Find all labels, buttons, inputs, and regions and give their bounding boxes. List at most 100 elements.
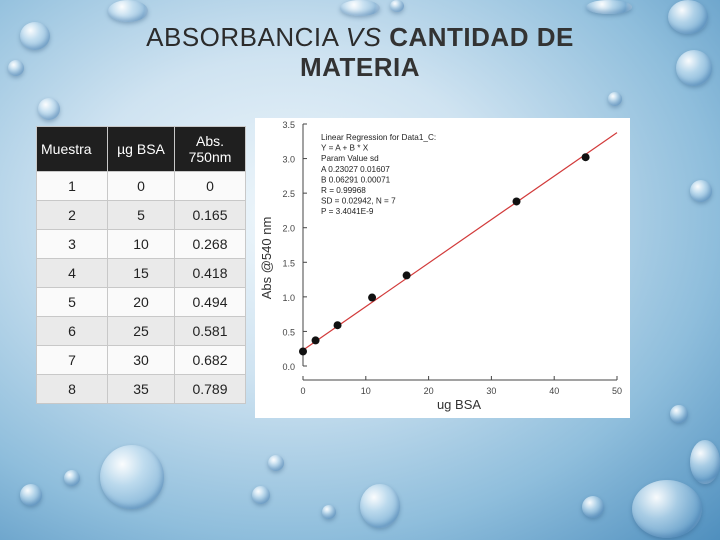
y-axis-label: Abs @540 nm: [259, 217, 274, 300]
annotation-line: R = 0.99968: [321, 186, 366, 195]
water-drop-decoration: [322, 505, 336, 519]
data-point: [402, 271, 411, 280]
data-point: [512, 197, 521, 206]
water-drop-decoration: [632, 480, 702, 538]
x-tick-label: 30: [486, 386, 496, 396]
title-part-cantidad: CANTIDAD DE MATERIA: [299, 22, 574, 82]
y-tick-label: 1.5: [282, 258, 295, 268]
cell-abs: 0.268: [174, 229, 246, 259]
header-abs: Abs. 750nm: [174, 126, 246, 172]
water-drop-decoration: [608, 92, 622, 106]
y-tick-label: 3.5: [282, 120, 295, 130]
title-part-absorbancia: ABSORBANCIA: [146, 22, 339, 52]
annotation-line: B 0.06291 0.00071: [321, 175, 391, 184]
x-tick-label: 50: [612, 386, 622, 396]
cell-abs: 0: [174, 171, 246, 201]
table-row: 3 10 0.268: [36, 229, 246, 259]
x-tick-label: 0: [300, 386, 305, 396]
header-ug-bsa: µg BSA: [107, 126, 175, 172]
regression-chart: 0.0 0.5 1.0 1.5 2.0 2.5 3.0 3.5 0 10 20 30 40 50 Line…: [255, 118, 630, 418]
water-drop-decoration: [340, 0, 380, 16]
water-drop-decoration: [268, 455, 284, 471]
regression-line: [302, 132, 618, 351]
cell-abs: 0.581: [174, 316, 246, 346]
table-row: 4 15 0.418: [36, 258, 246, 288]
x-tick-label: 20: [424, 386, 434, 396]
y-tick-label: 3.0: [282, 155, 295, 165]
data-point: [581, 153, 590, 162]
cell-muestra: 2: [36, 200, 108, 230]
cell-muestra: 1: [36, 171, 108, 201]
water-drop-decoration: [20, 484, 42, 506]
water-drop-decoration: [586, 0, 632, 14]
table-header-row: Muestra µg BSA Abs. 750nm: [36, 126, 246, 172]
water-drop-decoration: [582, 496, 604, 518]
water-drop-decoration: [100, 445, 164, 509]
water-drop-decoration: [108, 0, 148, 22]
annotation-line: Y = A + B * X: [321, 144, 369, 153]
cell-ug-bsa: 0: [107, 171, 175, 201]
water-drop-decoration: [20, 22, 50, 50]
table-row: 7 30 0.682: [36, 345, 246, 375]
water-drop-decoration: [676, 50, 712, 86]
x-tick-label: 40: [549, 386, 559, 396]
y-tick-label: 2.5: [282, 189, 295, 199]
water-drop-decoration: [360, 484, 400, 528]
cell-ug-bsa: 20: [107, 287, 175, 317]
y-tick-label: 0.0: [282, 362, 295, 372]
water-drop-decoration: [252, 486, 270, 504]
annotation-line: Param Value sd: [321, 154, 379, 163]
cell-ug-bsa: 10: [107, 229, 175, 259]
table-row: 6 25 0.581: [36, 316, 246, 346]
cell-muestra: 4: [36, 258, 108, 288]
x-axis-label: ug BSA: [437, 397, 481, 412]
slide-title: ABSORBANCIA VS CANTIDAD DE MATERIA: [110, 22, 610, 82]
cell-ug-bsa: 5: [107, 200, 175, 230]
water-drop-decoration: [670, 405, 688, 423]
annotation-line: Linear Regression for Data1_C:: [321, 133, 436, 142]
water-drop-decoration: [690, 180, 712, 202]
cell-abs: 0.418: [174, 258, 246, 288]
cell-ug-bsa: 25: [107, 316, 175, 346]
water-drop-decoration: [64, 470, 80, 486]
data-point: [368, 293, 377, 302]
y-tick-label: 2.0: [282, 224, 295, 234]
cell-abs: 0.165: [174, 200, 246, 230]
x-tick-label: 10: [361, 386, 371, 396]
cell-abs: 0.682: [174, 345, 246, 375]
data-point: [311, 336, 320, 345]
scatter-plot: 0.0 0.5 1.0 1.5 2.0 2.5 3.0 3.5 0 10 20 30 40 50 Line…: [259, 120, 622, 412]
table-row: 5 20 0.494: [36, 287, 246, 317]
cell-muestra: 5: [36, 287, 108, 317]
cell-ug-bsa: 30: [107, 345, 175, 375]
annotation-line: A 0.23027 0.01607: [321, 165, 390, 174]
chart-marks: [299, 132, 618, 356]
y-tick-label: 1.0: [282, 293, 295, 303]
water-drop-decoration: [690, 440, 720, 484]
data-point: [333, 321, 342, 330]
cell-ug-bsa: 15: [107, 258, 175, 288]
regression-annotation: Linear Regression for Data1_C: Y = A + B …: [321, 133, 436, 216]
cell-abs: 0.789: [174, 374, 246, 404]
cell-muestra: 3: [36, 229, 108, 259]
cell-muestra: 7: [36, 345, 108, 375]
water-drop-decoration: [390, 0, 404, 12]
water-drop-decoration: [38, 98, 60, 120]
water-drop-decoration: [8, 60, 24, 76]
chart-axes: 0.0 0.5 1.0 1.5 2.0 2.5 3.0 3.5 0 10 20 30 40 50: [282, 120, 622, 396]
table-row: 2 5 0.165: [36, 200, 246, 230]
header-muestra: Muestra: [36, 126, 108, 172]
cell-ug-bsa: 35: [107, 374, 175, 404]
y-tick-label: 0.5: [282, 327, 295, 337]
title-part-vs: VS: [345, 22, 382, 52]
water-drop-decoration: [668, 0, 708, 34]
annotation-line: SD = 0.02942, N = 7: [321, 197, 396, 206]
cell-muestra: 8: [36, 374, 108, 404]
table-row: 8 35 0.789: [36, 374, 246, 404]
data-point: [299, 347, 307, 356]
cell-muestra: 6: [36, 316, 108, 346]
cell-abs: 0.494: [174, 287, 246, 317]
annotation-line: P = 3.4041E-9: [321, 207, 374, 216]
